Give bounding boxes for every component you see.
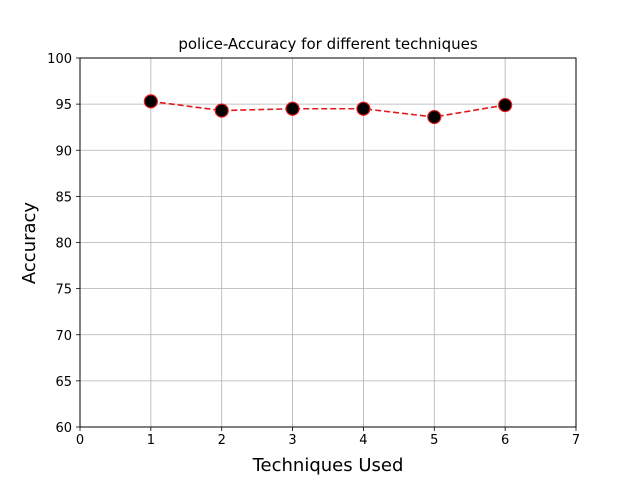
x-tick-label: 6	[501, 433, 509, 448]
x-tick-label: 4	[359, 433, 367, 448]
y-axis-title: Accuracy	[19, 202, 40, 285]
y-tick-label: 80	[55, 237, 72, 252]
x-tick-label: 3	[288, 433, 296, 448]
data-point	[285, 101, 300, 116]
y-tick-label: 95	[55, 98, 72, 113]
series-layer	[143, 94, 513, 125]
y-tick-label: 70	[55, 329, 72, 344]
data-point	[356, 101, 371, 116]
x-tick-label: 1	[147, 433, 155, 448]
y-tick-label: 90	[55, 144, 72, 159]
chart-title: police-Accuracy for different techniques	[178, 35, 478, 53]
data-point	[427, 109, 442, 125]
axis-ticks: 0 1 2 3 4 5 6 7 60 65 70 75 80 85 90 95 100	[47, 52, 580, 448]
data-point	[143, 94, 158, 109]
x-tick-label: 5	[430, 433, 438, 448]
data-point	[214, 103, 229, 118]
x-axis-title: Techniques Used	[252, 455, 404, 476]
y-tick-label: 85	[55, 190, 72, 205]
y-tick-label: 100	[47, 52, 72, 67]
y-tick-label: 75	[55, 283, 72, 298]
x-tick-label: 7	[572, 433, 580, 448]
series-line	[150, 100, 506, 118]
y-tick-label: 65	[55, 375, 72, 390]
y-tick-label: 60	[55, 421, 72, 436]
grid	[79, 57, 577, 428]
x-tick-label: 2	[218, 433, 226, 448]
x-tick-label: 0	[76, 433, 84, 448]
data-point	[498, 97, 513, 113]
